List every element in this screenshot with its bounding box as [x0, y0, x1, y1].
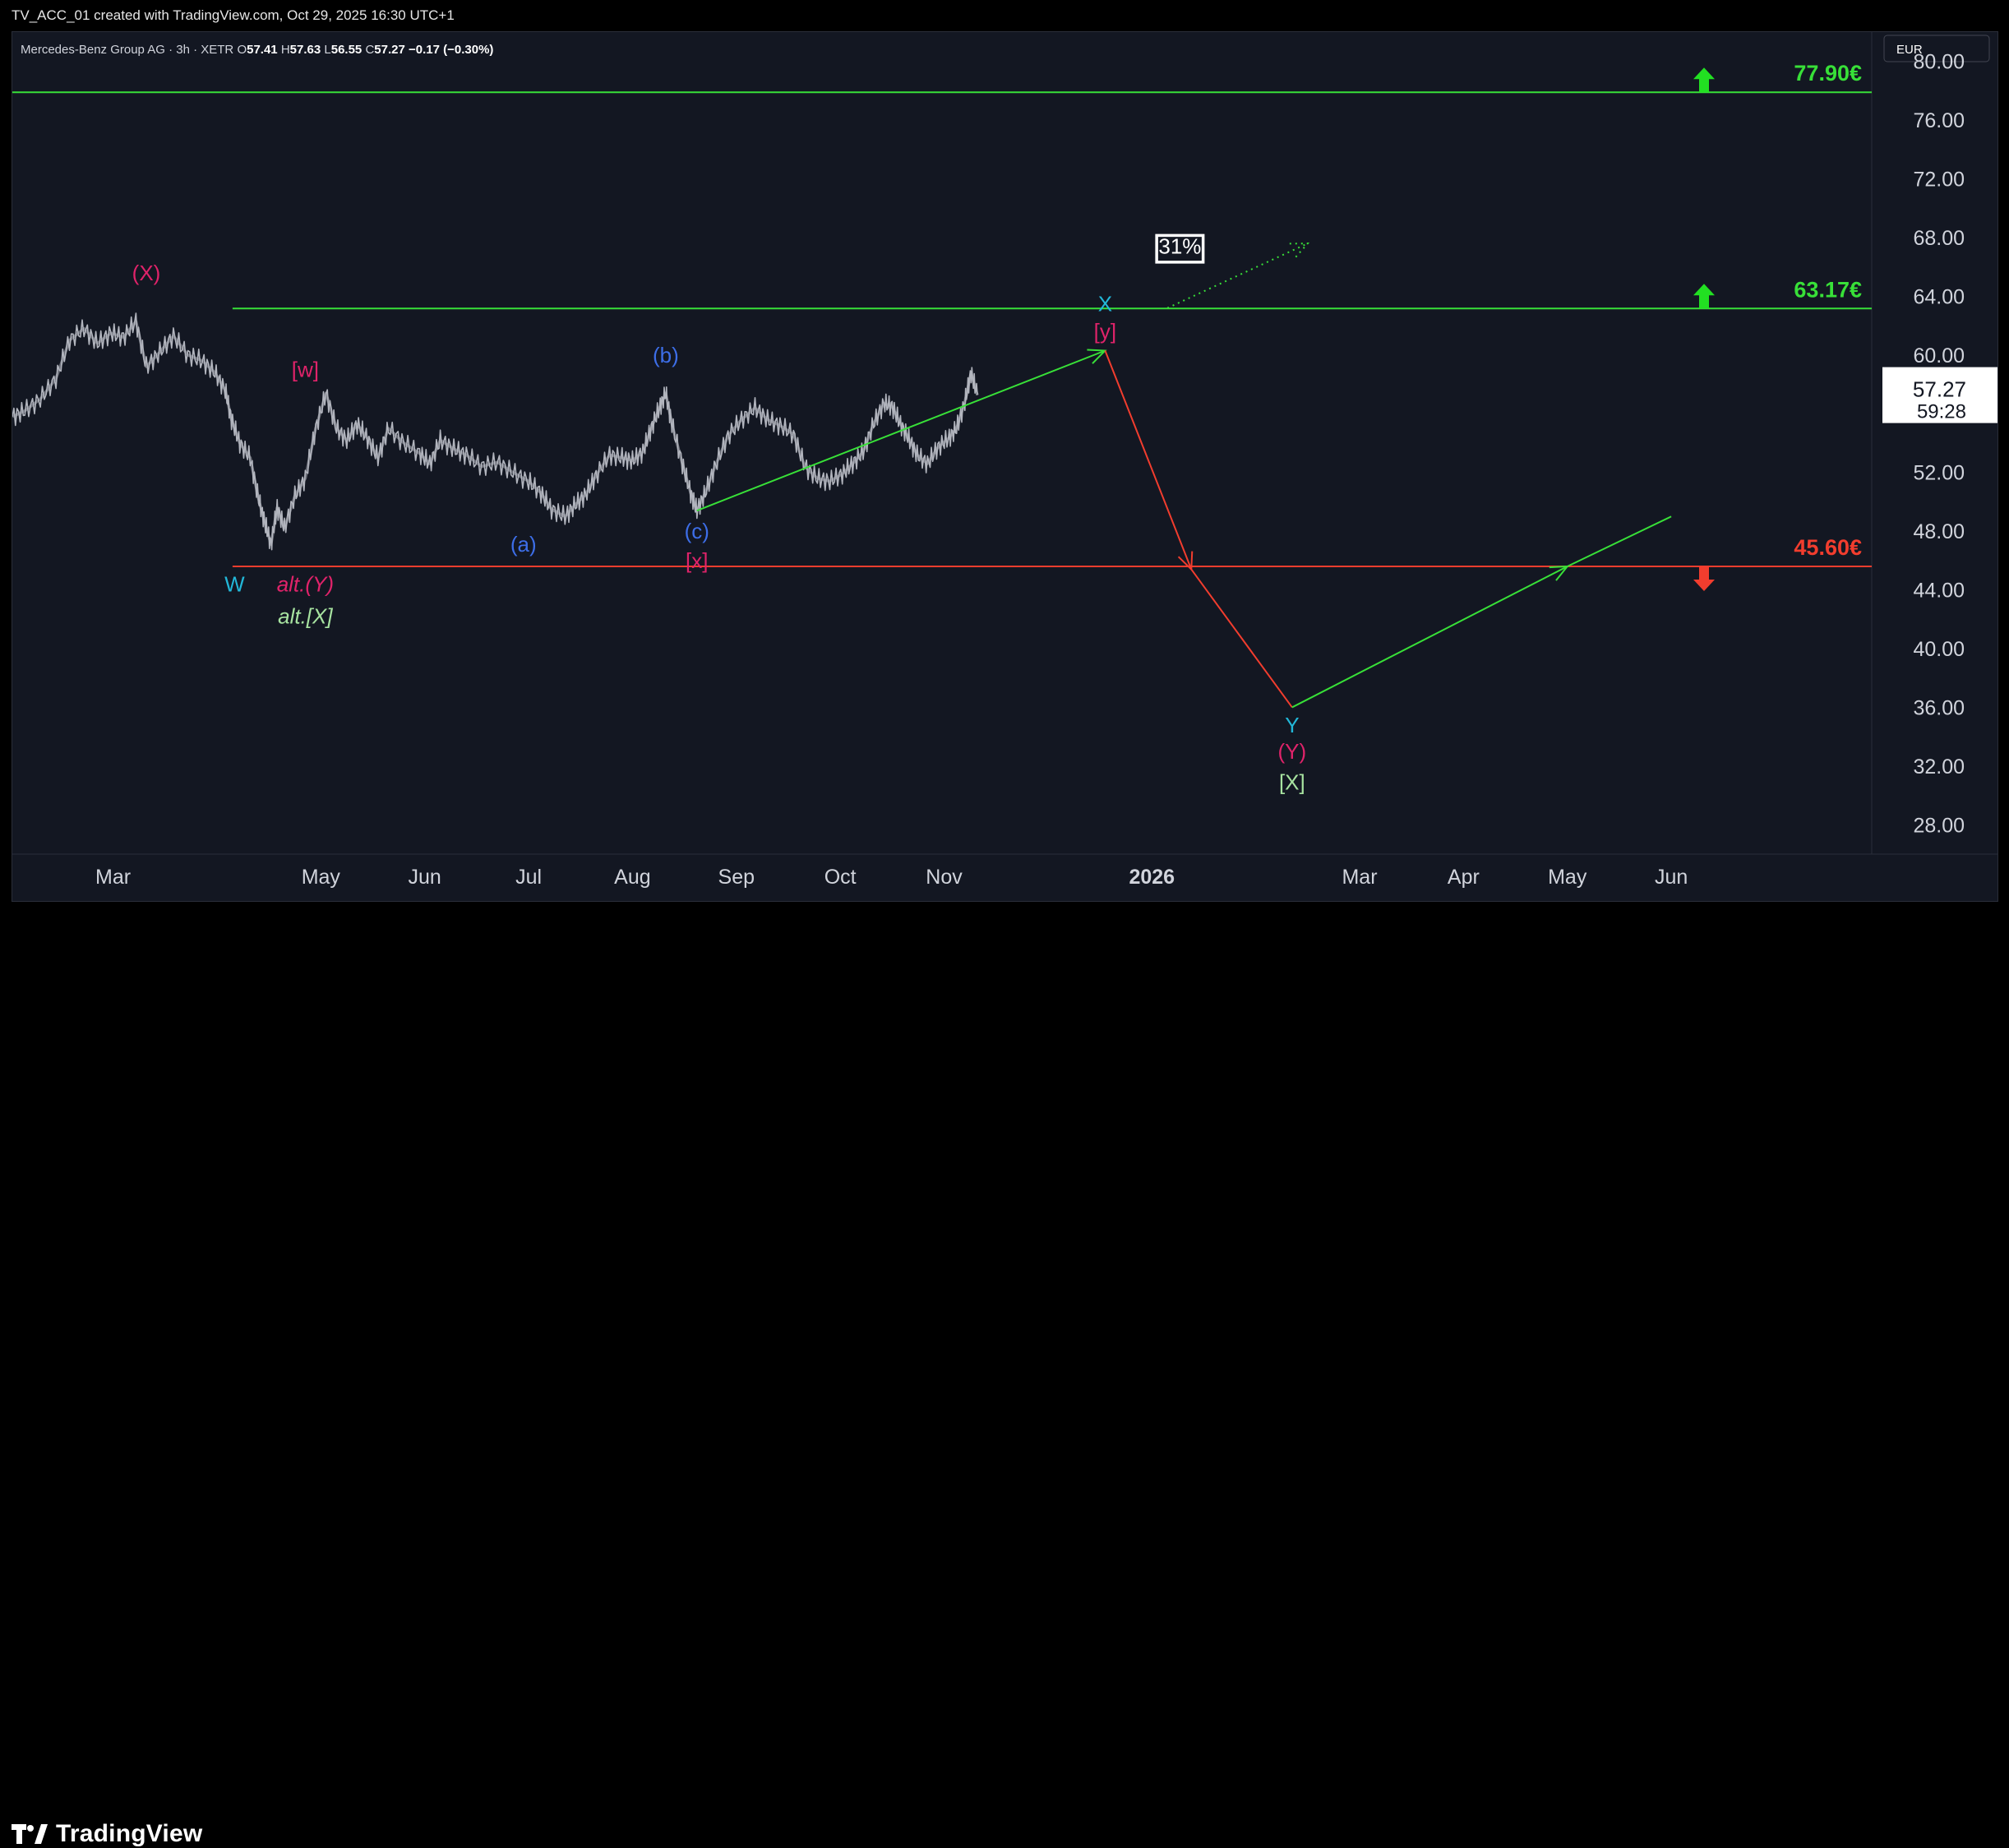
- wave-label: (X): [132, 261, 161, 285]
- x-tick-label: 2026: [1129, 866, 1175, 889]
- y-tick-label: 72.00: [1913, 169, 1965, 192]
- x-tick-label: Jun: [409, 866, 441, 889]
- percent-box-inner: [1157, 236, 1203, 262]
- wave-label: W: [224, 571, 245, 596]
- arrow-up-icon: [1693, 67, 1715, 93]
- y-tick-label: 32.00: [1913, 755, 1965, 778]
- projection-line: [696, 349, 1106, 512]
- projection-line: [1567, 515, 1672, 567]
- wave-label: [X]: [1279, 769, 1305, 794]
- x-tick-label: Nov: [926, 866, 963, 889]
- header-bar: TV_ACC_01 created with TradingView.com, …: [0, 0, 2009, 31]
- x-tick-label: Apr: [1448, 866, 1480, 889]
- ohlc-legend: Mercedes-Benz Group AG · 3h · XETR O57.4…: [21, 43, 493, 57]
- currency-label: EUR: [1896, 43, 1923, 57]
- level-label: 77.90€: [1794, 61, 1862, 85]
- x-tick-label: Oct: [824, 866, 857, 889]
- x-tick-label: May: [1548, 866, 1587, 889]
- projection-line: [1104, 350, 1193, 570]
- tradingview-logo[interactable]: TradingView: [12, 1820, 202, 1848]
- y-tick-label: 60.00: [1913, 344, 1965, 367]
- price-line: [12, 312, 978, 551]
- y-tick-label: 40.00: [1913, 638, 1965, 661]
- level-label: 63.17€: [1794, 277, 1862, 302]
- wave-label: 31%: [1158, 234, 1201, 259]
- wave-label: [x]: [686, 548, 708, 573]
- currency-box: [1883, 35, 1990, 62]
- last-price-value: 57.27: [1913, 377, 1966, 402]
- price-chart[interactable]: Mercedes-Benz Group AG · 3h · XETR O57.4…: [12, 32, 1997, 901]
- y-tick-label: 36.00: [1913, 696, 1965, 719]
- projection-arrowhead: [1289, 243, 1310, 258]
- wave-label: alt.(Y): [277, 571, 334, 596]
- projection-line: [1291, 566, 1568, 709]
- projection-line: [1190, 568, 1293, 709]
- projection-arrowhead: [1177, 551, 1194, 571]
- y-tick-label: 52.00: [1913, 462, 1965, 485]
- tradingview-logo-icon: [12, 1823, 48, 1846]
- x-tick-label: Mar: [95, 866, 131, 889]
- wave-label: (c): [685, 519, 709, 543]
- arrow-down-icon: [1693, 566, 1715, 591]
- header-caption: TV_ACC_01 created with TradingView.com, …: [12, 7, 455, 23]
- chart-panel[interactable]: Mercedes-Benz Group AG · 3h · XETR O57.4…: [12, 31, 1998, 902]
- y-tick-label: 64.00: [1913, 285, 1965, 308]
- wave-label: [w]: [292, 358, 319, 382]
- x-tick-label: Jul: [515, 866, 542, 889]
- y-tick-label: 28.00: [1913, 814, 1965, 837]
- wave-label: [y]: [1094, 319, 1116, 344]
- wave-label: Y: [1285, 713, 1299, 737]
- y-tick-label: 48.00: [1913, 520, 1965, 543]
- x-tick-label: Sep: [718, 866, 755, 889]
- y-tick-label: 44.00: [1913, 580, 1965, 603]
- wave-label: (Y): [1278, 739, 1307, 764]
- y-tick-label: 80.00: [1913, 51, 1965, 74]
- y-tick-label: 68.00: [1913, 227, 1965, 250]
- wave-label: X: [1098, 291, 1112, 316]
- wave-label: (a): [510, 532, 537, 557]
- last-price-box: [1882, 367, 1997, 423]
- level-label: 45.60€: [1794, 535, 1862, 560]
- wave-label: (b): [653, 343, 679, 367]
- wave-label: alt.[X]: [278, 604, 333, 629]
- arrow-up-icon: [1693, 284, 1715, 309]
- x-tick-label: Aug: [614, 866, 650, 889]
- bar-countdown: 59:28: [1917, 401, 1966, 423]
- tradingview-wordmark: TradingView: [56, 1820, 203, 1847]
- x-tick-label: Jun: [1655, 866, 1688, 889]
- footer-bar: TradingView: [0, 902, 2009, 1847]
- x-tick-label: May: [302, 866, 341, 889]
- x-tick-label: Mar: [1342, 866, 1377, 889]
- y-tick-label: 76.00: [1913, 109, 1965, 132]
